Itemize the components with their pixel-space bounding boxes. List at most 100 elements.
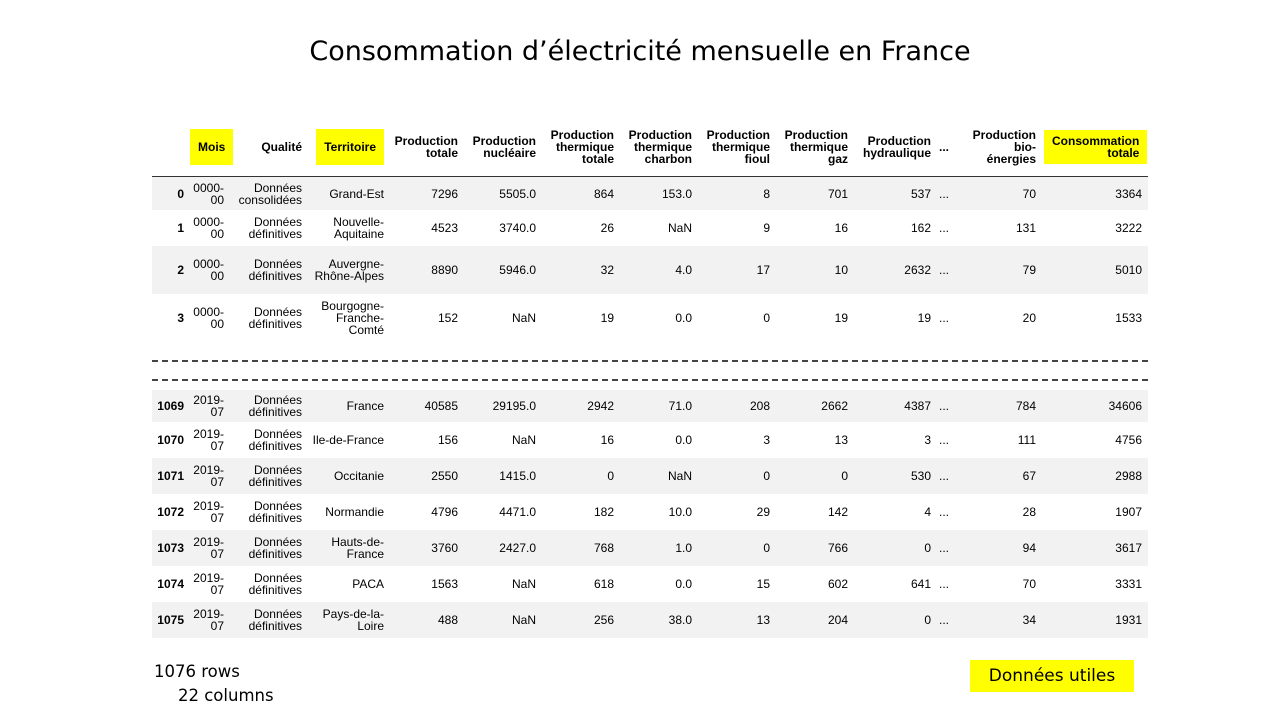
table-cell: 20 [1022,311,1036,325]
table-cell: 0 [542,458,620,494]
table-cell: 10.0 [668,505,692,519]
table-header: Mois Qualité Territoire Production totale Pr… [152,118,1148,177]
dataframe-table: Mois Qualité Territoire Production totale Pr… [152,118,1148,638]
table-cell: 2550 [390,458,464,494]
row-index: 3 [177,311,184,325]
table-cell: 0000-00 [188,176,230,210]
table-cell: 13 [834,433,848,447]
table-cell: 70 [1022,577,1036,591]
table-cell: 0 [854,602,937,638]
table-cell: Occitanie [308,458,390,494]
table-cell: 32 [542,246,620,294]
table-cell: 0000-00 [193,215,224,241]
table-cell: 2019-07 [188,602,230,638]
table-cell: 0 [854,530,937,566]
table-cell: 29 [756,505,770,519]
table-cell: Données définitives [248,427,302,453]
table-cell: 4796 [431,505,458,519]
highlighted-header-label: Territoire [316,129,384,165]
column-header: Production hydraulique [854,118,937,177]
column-header: Production nucléaire [464,118,542,177]
table-cell: 38.0 [620,602,698,638]
table-cell: 0 [698,530,776,566]
slide-title: Consommation d’électricité mensuelle en … [309,36,971,67]
row-index: 1070 [157,433,184,447]
table-cell: 1415.0 [464,458,542,494]
table-cell: 9 [763,221,770,235]
table-cell: Normandie [325,505,384,519]
table-cell: 2427.0 [464,530,542,566]
table-cell: 602 [827,577,848,591]
table-cell: Auvergne-Rhône-Alpes [308,246,390,294]
table-cell: Ile-de-France [312,433,384,447]
table-cell: NaN [511,433,536,447]
table-cell: 16 [600,433,614,447]
table-cell: 162 [910,221,931,235]
table-cell: Données définitives [230,602,308,638]
table-cell: Données définitives [230,390,308,422]
table-row: 1073 2019-07 Données définitives Hauts-de-F… [152,530,1148,566]
table-cell: 3222 [1115,221,1142,235]
table-cell: 864 [542,176,620,210]
table-cell: 3760 [390,530,464,566]
column-header: Production thermique gaz [776,118,854,177]
table-cell: Données définitives [248,499,302,525]
table-cell: 768 [542,530,620,566]
table-cell: 5946.0 [464,246,542,294]
table-cell: 0000-00 [193,305,224,331]
dataframe-summary: 1076 rows 22 columns [154,660,274,708]
table-row: 1075 2019-07 Données définitives Pays-de-la… [152,602,1148,638]
table-cell: 488 [390,602,464,638]
table-cell: 8890 [390,246,464,294]
table-cell: 2988 [1042,458,1148,494]
table-cell: NaN [464,602,542,638]
table-cell: 2019-07 [193,499,224,525]
table-cell: 5010 [1042,246,1148,294]
table-cell: 111 [1017,433,1036,447]
table-cell: Données définitives [230,458,308,494]
column-header: Production thermique totale [542,118,620,177]
dataframe-table-container: Mois Qualité Territoire Production totale Pr… [152,118,1148,638]
table-cell: 156 [437,433,458,447]
table-cell: 641 [910,577,931,591]
table-cell: France [308,390,390,422]
table-cell: Données définitives [248,305,302,331]
table-row: 1 0000-00 Données définitives Nouvelle-Aqui… [152,210,1148,246]
table-cell: 537 [854,176,937,210]
table-cell: 5505.0 [464,176,542,210]
table-cell: NaN [511,577,536,591]
table-cell: 29195.0 [464,390,542,422]
table-body: 0 0000-00 Données consolidées Grand-Est 7296… [152,176,1148,638]
table-cell: 3740.0 [499,221,536,235]
table-cell: 3 [924,433,931,447]
table-cell: Grand-Est [308,176,390,210]
highlighted-header-label: Consommation totale [1044,130,1148,164]
table-cell: 0.0 [675,577,692,591]
table-cell: 10 [776,246,854,294]
table-cell: ... [939,311,950,325]
table-cell: 530 [854,458,937,494]
table-cell: 0.0 [675,311,692,325]
table-cell: Données définitives [230,246,308,294]
truncation-separator [152,342,1148,390]
table-cell: 1563 [431,577,458,591]
table-cell: 1931 [1042,602,1148,638]
table-cell: 2632 [854,246,937,294]
table-cell: Pays-de-la-Loire [308,602,390,638]
table-row: 2 0000-00 Données définitives Auvergne-Rhôn… [152,246,1148,294]
table-cell: 3617 [1042,530,1148,566]
row-count: 1076 rows [154,662,240,681]
table-cell: ... [939,505,950,519]
table-cell: 4471.0 [499,505,536,519]
dashed-line [152,378,1148,381]
table-cell: 2942 [542,390,620,422]
dashed-line [152,359,1148,362]
table-cell: 153.0 [620,176,698,210]
row-index: 1073 [152,530,188,566]
table-cell: 204 [776,602,854,638]
row-index: 1069 [152,390,188,422]
table-cell: 19 [834,311,848,325]
table-cell: 2019-07 [188,390,230,422]
table-cell: 3331 [1115,577,1142,591]
column-header: Qualité [230,118,308,177]
